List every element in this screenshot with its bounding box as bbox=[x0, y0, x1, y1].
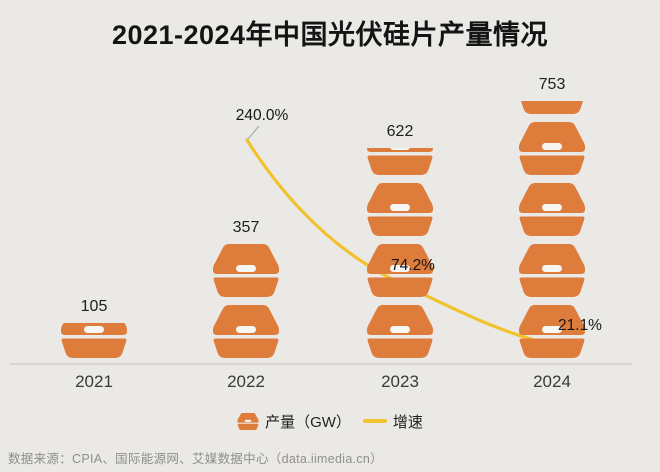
growth-rate-label-2022: 240.0% bbox=[235, 107, 289, 124]
wafer-box-partial-icon bbox=[518, 101, 586, 114]
legend-item-production: 产量（GW） bbox=[237, 411, 351, 432]
legend-growth-label: 增速 bbox=[392, 413, 423, 431]
wafer-box-icon bbox=[366, 305, 434, 358]
wafer-box-icon bbox=[366, 148, 434, 175]
legend: 产量（GW） 增速 bbox=[0, 410, 660, 432]
wafer-box-icon bbox=[518, 244, 586, 297]
chart-title: 2021-2024年中国光伏硅片产量情况 bbox=[111, 20, 549, 50]
pictogram-stack-2022 bbox=[212, 244, 280, 358]
data-source-note: 数据来源：CPIA、国际能源网、艾媒数据中心（data.iimedia.cn） bbox=[8, 452, 383, 466]
pictogram-stack-2023 bbox=[366, 148, 434, 358]
growth-legend-line-icon bbox=[362, 419, 387, 423]
growth-label-leader-line bbox=[247, 125, 260, 140]
value-label-2024: 753 bbox=[538, 76, 566, 93]
wafer-box-icon bbox=[518, 183, 586, 236]
wafer-box-icon bbox=[366, 183, 434, 236]
growth-rate-label-2023: 74.2% bbox=[391, 257, 435, 274]
x-axis-label-2024: 2024 bbox=[533, 372, 571, 391]
growth-rate-label-2024: 21.1% bbox=[558, 317, 602, 334]
value-label-2022: 357 bbox=[232, 219, 260, 236]
pictogram-stack-2021 bbox=[60, 323, 128, 358]
legend-production-label: 产量（GW） bbox=[265, 413, 351, 431]
wafer-box-partial-icon bbox=[366, 148, 434, 175]
wafer-box-icon bbox=[212, 305, 280, 358]
value-label-2021: 105 bbox=[80, 298, 108, 315]
production-legend-icon bbox=[237, 413, 259, 430]
wafer-box-icon bbox=[212, 244, 280, 297]
x-axis-line bbox=[10, 363, 632, 365]
wafer-box-icon bbox=[60, 323, 128, 358]
x-axis-label-2022: 2022 bbox=[227, 372, 265, 391]
wafer-box-partial-icon bbox=[60, 323, 128, 358]
wafer-box-icon bbox=[518, 101, 586, 114]
x-axis-label-2021: 2021 bbox=[75, 372, 113, 391]
x-axis-label-2023: 2023 bbox=[381, 372, 419, 391]
legend-item-growth: 增速 bbox=[362, 411, 423, 432]
wafer-box-icon bbox=[518, 122, 586, 175]
value-label-2023: 622 bbox=[386, 123, 414, 140]
